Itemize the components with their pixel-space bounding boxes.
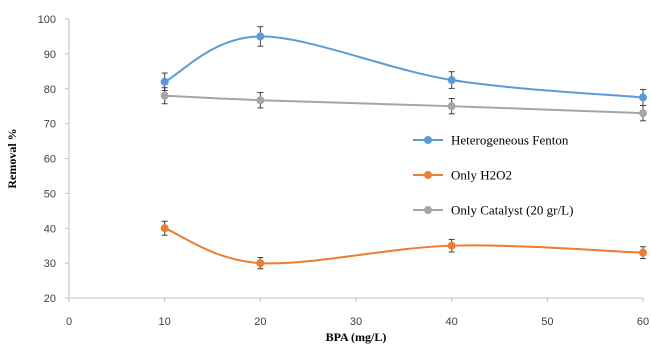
series-0 [160,26,647,106]
legend-label: Only H2O2 [451,168,512,183]
legend-item-1: Only H2O2 [413,168,512,183]
y-tick-labels: 20 30 40 50 60 70 80 90 100 [38,14,69,305]
series-2 [160,87,647,122]
series-1 [160,220,647,270]
data-point [256,259,265,268]
x-tick-label: 30 [350,316,362,328]
data-point [160,77,169,86]
y-tick-label: 80 [44,84,56,96]
y-tick-label: 20 [44,293,56,305]
plot-area: 20 30 40 50 60 70 80 90 100 0 10 20 30 40 50 60 [38,14,649,328]
y-tick-label: 60 [44,154,56,166]
x-tick-label: 0 [66,316,72,328]
y-tick-label: 100 [38,14,56,26]
legend-label: Only Catalyst (20 gr/L) [451,203,573,218]
series-line [164,94,644,115]
legend: Heterogeneous Fenton Only H2O2 Only Cataly… [413,133,573,218]
data-point [639,93,647,102]
series-line [164,227,644,265]
y-tick-label: 70 [44,119,56,131]
x-tick-labels: 0 10 20 30 40 50 60 [66,298,649,328]
data-point [256,96,265,105]
y-axis-title: Removal % [5,128,19,188]
data-point [447,76,456,85]
legend-swatch-marker [424,171,432,179]
y-tick-label: 30 [44,258,56,270]
x-tick-label: 20 [254,316,266,328]
legend-swatch-marker [424,206,432,214]
data-point [447,241,456,250]
y-tick-label: 90 [44,49,56,61]
legend-item-2: Only Catalyst (20 gr/L) [413,203,573,218]
y-tick-label: 40 [44,223,56,235]
data-point [639,109,647,118]
data-point [160,224,169,233]
data-point [639,248,647,257]
data-point [256,32,265,41]
x-tick-label: 60 [637,316,649,328]
x-tick-label: 10 [159,316,171,328]
x-axis-title: BPA (mg/L) [326,330,387,344]
y-tick-label: 50 [44,188,56,200]
legend-item-0: Heterogeneous Fenton [413,133,569,148]
series-line [164,35,644,99]
data-point [447,102,456,111]
x-tick-label: 50 [541,316,553,328]
series-layer [160,26,647,270]
data-point [160,91,169,100]
x-tick-label: 40 [446,316,458,328]
legend-swatch-marker [424,136,432,144]
legend-label: Heterogeneous Fenton [451,133,569,148]
